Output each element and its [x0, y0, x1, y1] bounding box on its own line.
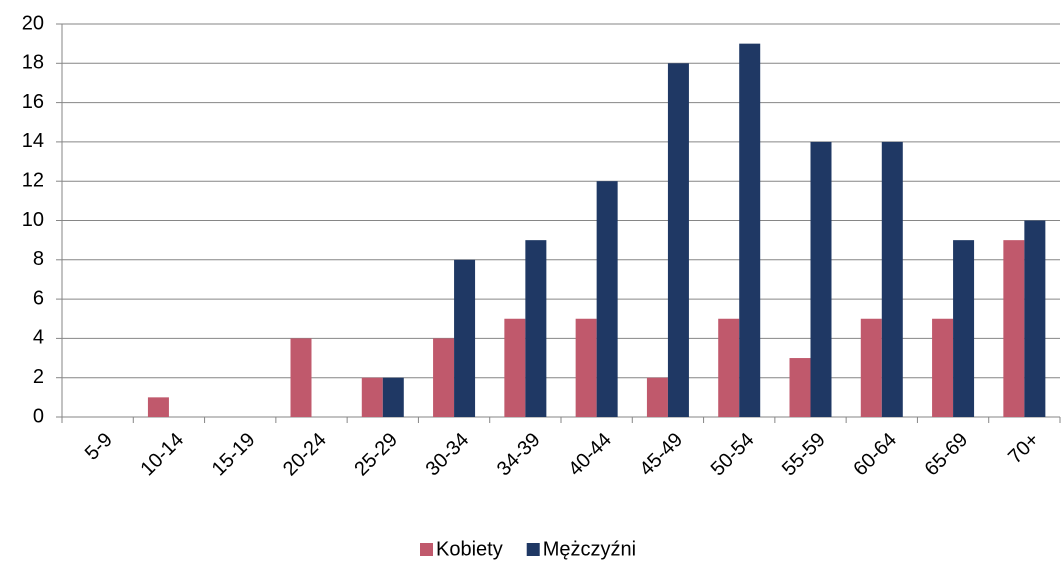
bar: [147, 397, 169, 417]
bar: [433, 338, 455, 417]
y-tick-label: 18: [22, 52, 44, 74]
x-tick-label: 45-49: [635, 429, 687, 481]
legend-swatch: [526, 543, 540, 556]
y-tick-label: 14: [22, 130, 44, 152]
x-tick-label: 34-39: [493, 429, 545, 481]
bar: [596, 181, 618, 417]
x-tick-label: 55-59: [778, 429, 830, 481]
bar: [667, 63, 689, 418]
legend-swatch: [420, 543, 433, 556]
bar: [953, 240, 975, 417]
y-tick-label: 0: [33, 405, 44, 427]
y-tick-label: 10: [22, 209, 44, 231]
bar: [810, 141, 832, 417]
bar: [1024, 220, 1046, 417]
x-tick-label: 40-44: [564, 429, 616, 481]
legend: Kobiety Mężczyźni: [420, 538, 636, 560]
bar: [1003, 240, 1025, 417]
bar: [739, 43, 761, 418]
y-tick-label: 12: [22, 169, 44, 191]
bar: [860, 318, 882, 417]
bar: [881, 141, 903, 417]
legend-label: Kobiety: [436, 538, 503, 560]
x-tick-label: 20-24: [279, 429, 331, 481]
x-tick-label: 15-19: [208, 429, 260, 481]
bar: [646, 377, 668, 417]
y-tick-label: 16: [22, 91, 44, 113]
x-tick-label: 70+: [1004, 429, 1044, 469]
x-tick-label: 30-34: [422, 429, 474, 481]
bar: [789, 358, 811, 417]
x-tick-label: 60-64: [849, 429, 901, 481]
x-tick-label: 25-29: [350, 429, 402, 481]
bar: [525, 240, 547, 417]
y-tick-label: 4: [33, 327, 44, 349]
x-tick-label: 50-54: [707, 429, 759, 481]
bar: [382, 377, 404, 417]
y-tick-label: 2: [33, 366, 44, 388]
bar: [718, 318, 740, 417]
y-tick-label: 8: [33, 248, 44, 270]
x-tick-label: 5-9: [81, 429, 117, 465]
legend-label: Mężczyźni: [543, 538, 636, 560]
y-tick-label: 6: [33, 287, 44, 309]
bar: [932, 318, 954, 417]
bar: [575, 318, 597, 417]
bar: [290, 338, 312, 417]
bar: [361, 377, 383, 417]
x-tick-label: 65-69: [921, 429, 973, 481]
bar: [504, 318, 526, 417]
x-tick-label: 10-14: [136, 429, 188, 481]
y-tick-label: 20: [22, 12, 44, 34]
bar: [454, 259, 476, 417]
